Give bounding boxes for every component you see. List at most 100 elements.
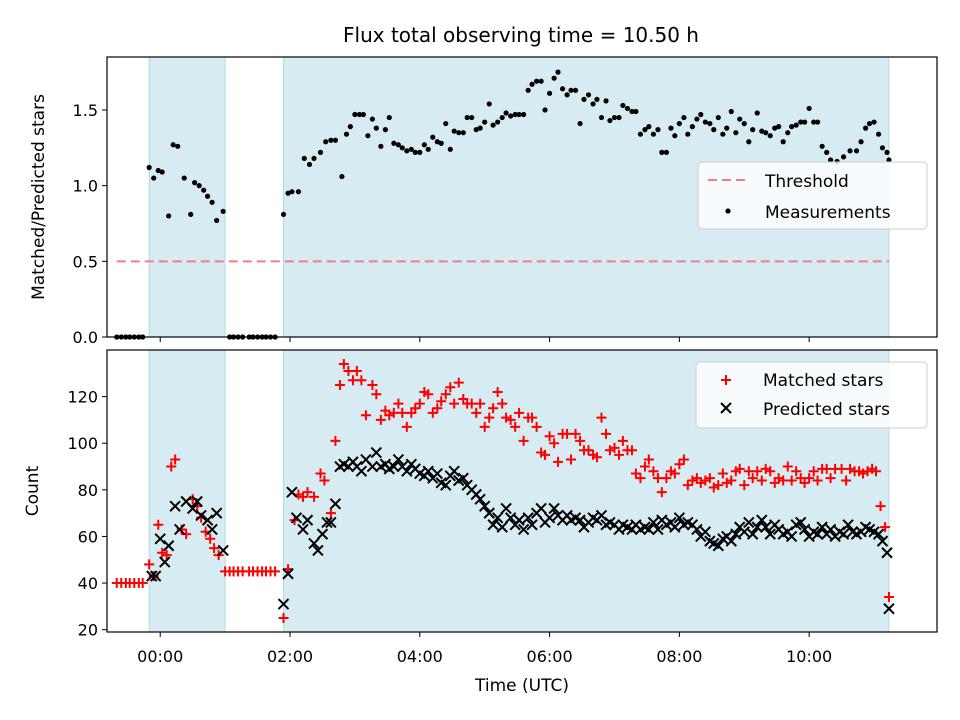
- legend-predicted-swatch: [720, 402, 732, 414]
- data-point: [741, 120, 747, 127]
- data-point: [821, 463, 832, 474]
- data-point: [785, 130, 791, 136]
- data-point: [360, 410, 371, 421]
- data-point: [399, 145, 405, 151]
- data-point: [201, 514, 214, 526]
- data-point: [464, 114, 470, 121]
- data-point: [196, 183, 202, 189]
- series-measurements: [114, 69, 892, 340]
- data-point: [620, 102, 626, 109]
- data-point: [702, 119, 708, 125]
- data-point: [325, 516, 337, 529]
- data-point: [386, 114, 392, 121]
- data-point: [738, 526, 750, 538]
- data-point: [443, 120, 449, 127]
- data-point: [673, 512, 686, 524]
- data-point: [866, 120, 873, 127]
- data-point: [562, 428, 573, 439]
- data-point: [824, 523, 837, 536]
- data-point: [280, 211, 287, 218]
- data-point: [728, 108, 734, 115]
- data-point: [751, 521, 763, 533]
- data-point: [315, 468, 326, 479]
- data-point: [474, 493, 486, 505]
- data-point: [707, 120, 713, 127]
- data-point: [811, 528, 824, 540]
- data-point: [360, 111, 366, 118]
- data-point: [543, 512, 556, 524]
- data-point: [672, 133, 678, 139]
- data-point: [477, 125, 483, 131]
- data-point: [414, 398, 425, 409]
- data-point: [404, 148, 410, 154]
- data-point: [214, 217, 220, 224]
- data-point: [500, 502, 512, 515]
- data-point: [392, 453, 405, 466]
- data-point: [842, 519, 854, 531]
- data-point: [277, 598, 290, 610]
- data-point: [155, 167, 161, 174]
- data-point: [334, 379, 345, 390]
- data-point: [448, 465, 460, 477]
- data-point: [837, 528, 850, 540]
- data-point: [553, 456, 564, 467]
- data-point: [460, 130, 466, 136]
- data-point: [144, 559, 155, 570]
- legend-measurements-label: Measurements: [765, 203, 891, 223]
- data-point: [471, 407, 482, 418]
- data-point: [700, 475, 711, 486]
- data-point: [681, 114, 687, 121]
- data-point: [328, 137, 334, 143]
- data-point: [206, 523, 218, 536]
- data-point: [639, 461, 650, 472]
- x-tick-label: 04:00: [397, 647, 443, 666]
- data-point: [501, 412, 512, 423]
- data-point: [270, 566, 281, 577]
- data-point: [635, 473, 646, 484]
- data-point: [297, 523, 309, 536]
- data-point: [596, 412, 607, 423]
- data-point: [151, 175, 157, 181]
- data-point: [883, 602, 895, 615]
- data-point: [365, 133, 371, 139]
- data-point: [708, 482, 719, 493]
- data-point: [880, 522, 891, 533]
- x-tick-label: 00:00: [137, 647, 183, 666]
- data-point: [496, 521, 508, 533]
- data-point: [743, 516, 755, 529]
- data-point: [687, 475, 698, 486]
- axes-frame: [106, 349, 938, 633]
- data-point: [417, 149, 423, 155]
- data-point: [391, 140, 397, 146]
- data-point: [609, 442, 620, 453]
- data-point: [162, 540, 175, 552]
- data-point: [170, 142, 176, 148]
- data-point: [795, 516, 807, 529]
- data-point: [759, 521, 772, 533]
- data-point: [853, 148, 860, 154]
- data-point: [438, 140, 444, 146]
- data-point: [382, 127, 388, 133]
- data-point: [863, 125, 869, 131]
- data-point: [538, 78, 544, 84]
- data-point: [401, 421, 412, 432]
- data-point: [421, 142, 427, 148]
- y-axis-label: Count: [23, 465, 43, 516]
- data-point: [540, 449, 551, 460]
- data-point: [799, 477, 810, 488]
- data-point: [711, 127, 717, 133]
- legend: Threshold Measurements: [697, 161, 928, 230]
- data-point: [699, 526, 712, 538]
- data-point: [750, 127, 756, 133]
- y-tick-label: 80: [78, 481, 98, 500]
- data-point: [648, 466, 659, 477]
- data-point: [747, 473, 758, 484]
- data-point: [204, 193, 211, 199]
- data-point: [217, 544, 229, 557]
- data-point: [466, 398, 477, 409]
- data-point: [159, 169, 165, 175]
- data-point: [720, 131, 726, 137]
- data-point: [522, 512, 534, 524]
- data-point: [772, 125, 778, 131]
- data-point: [408, 146, 414, 152]
